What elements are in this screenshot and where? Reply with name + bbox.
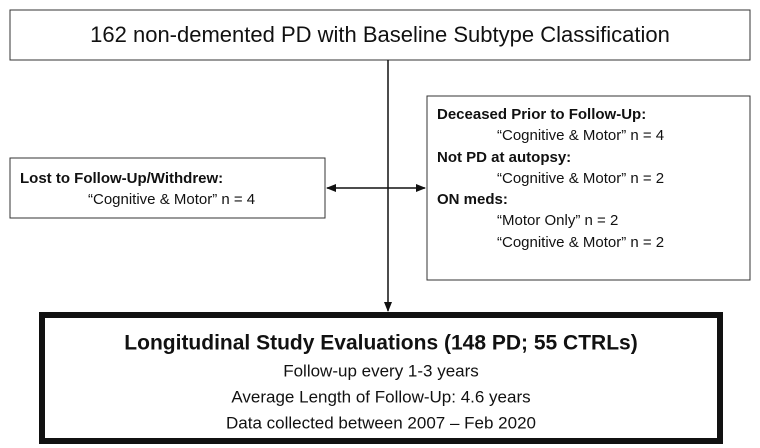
bottom-title: Longitudinal Study Evaluations (148 PD; … xyxy=(124,332,637,355)
section-item: “Cognitive & Motor” n = 2 xyxy=(497,170,664,187)
left-item: “Cognitive & Motor” n = 4 xyxy=(88,191,255,208)
section-title: Deceased Prior to Follow-Up: xyxy=(437,106,646,123)
top-box xyxy=(9,9,751,61)
section-item: “Cognitive & Motor” n = 4 xyxy=(497,127,664,144)
bottom-line: Data collected between 2007 – Feb 2020 xyxy=(226,413,536,432)
bottom-box xyxy=(39,312,723,444)
top-label: 162 non-demented PD with Baseline Subtyp… xyxy=(90,22,670,47)
section-item: “Motor Only” n = 2 xyxy=(497,212,618,229)
left-title: Lost to Follow-Up/Withdrew: xyxy=(20,170,223,187)
section-item: “Cognitive & Motor” n = 2 xyxy=(497,234,664,251)
bottom-line: Average Length of Follow-Up: 4.6 years xyxy=(231,387,530,406)
right-box xyxy=(426,95,751,281)
section-title: ON meds: xyxy=(437,191,508,208)
left-box xyxy=(9,157,326,219)
section-title: Not PD at autopsy: xyxy=(437,149,571,166)
bottom-line: Follow-up every 1-3 years xyxy=(283,361,479,380)
